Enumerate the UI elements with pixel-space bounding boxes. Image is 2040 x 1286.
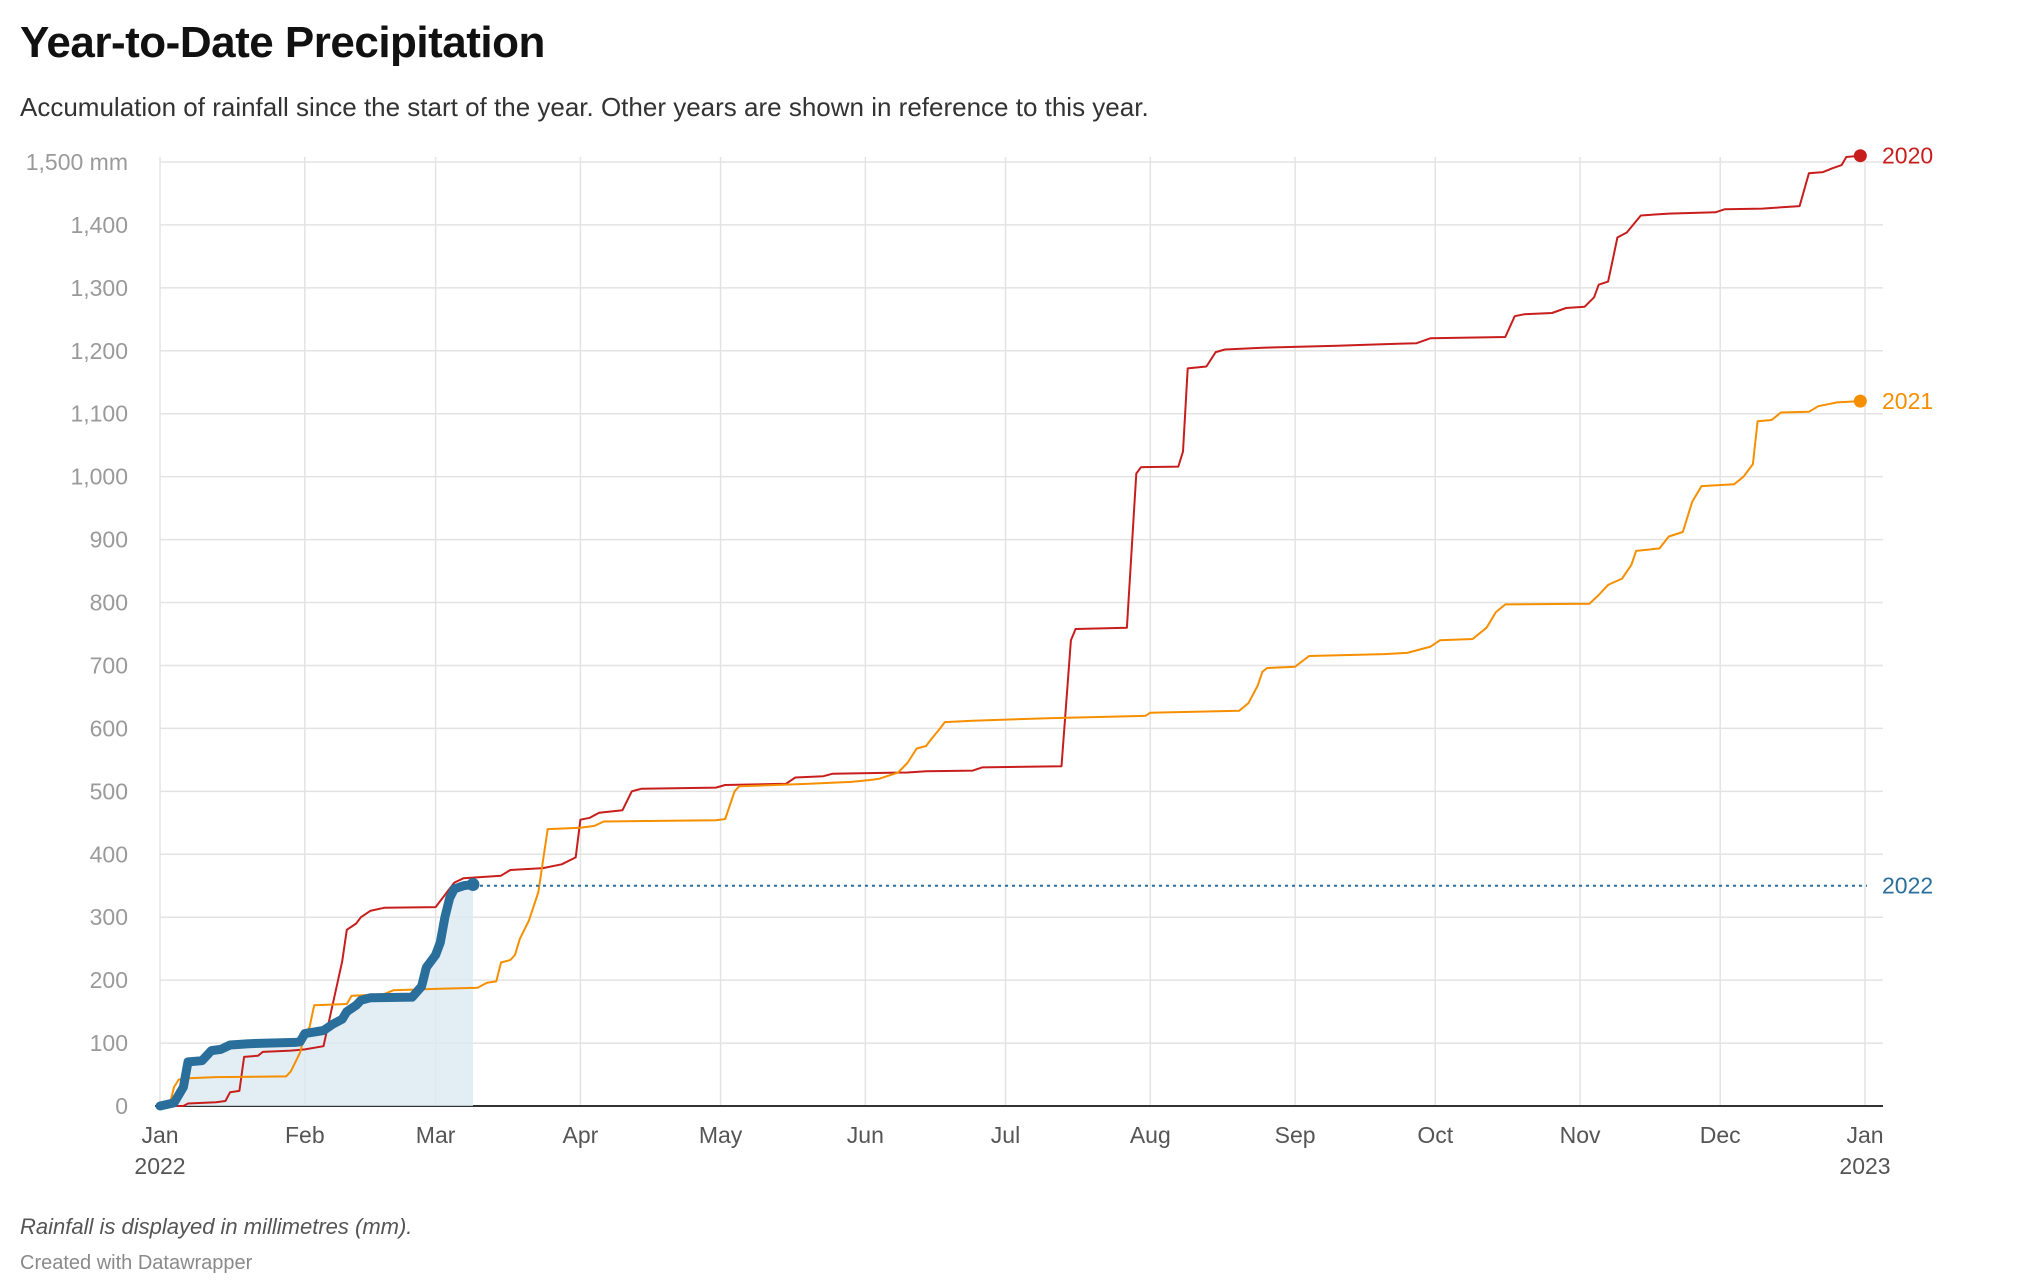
chart-footnote: Rainfall is displayed in millimetres (mm… <box>20 1214 413 1239</box>
y-tick-label: 0 <box>115 1093 128 1119</box>
y-tick-label: 1,000 <box>70 464 128 490</box>
label-layer: 0 100 200 300 400 500 600 700 800 900 1,000 1,100 1,… <box>26 143 1933 1179</box>
y-tick-label: 1,400 <box>70 212 128 238</box>
x-tick-label: Apr <box>563 1122 599 1148</box>
x-tick-label: Jan <box>141 1122 178 1148</box>
y-tick-label: 200 <box>90 967 128 993</box>
series-2020-end-label: 2020 <box>1882 143 1933 169</box>
x-tick-label: Aug <box>1130 1122 1171 1148</box>
x-tick-label: Oct <box>1417 1122 1453 1148</box>
y-tick-label: 600 <box>90 715 128 741</box>
y-tick-label: 1,500 mm <box>26 149 128 175</box>
chart-credit: Created with Datawrapper <box>20 1252 253 1274</box>
x-tick-year-label: 2022 <box>134 1153 185 1179</box>
y-tick-label: 1,200 <box>70 338 128 364</box>
x-tick-label: Sep <box>1275 1122 1316 1148</box>
series-2021-end-label: 2021 <box>1882 388 1933 414</box>
series-2020-end-dot <box>1853 149 1867 163</box>
y-tick-label: 1,300 <box>70 275 128 301</box>
y-tick-label: 900 <box>90 527 128 553</box>
y-tick-label: 700 <box>90 652 128 678</box>
line-layer <box>155 149 1867 1111</box>
chart-subtitle: Accumulation of rainfall since the start… <box>20 92 1149 122</box>
y-tick-label: 800 <box>90 590 128 616</box>
y-tick-label: 1,100 <box>70 401 128 427</box>
grid-layer <box>155 157 1883 1107</box>
y-tick-label: 100 <box>90 1030 128 1056</box>
series-2022-end-dot <box>466 877 480 891</box>
series-2022-end-label: 2022 <box>1882 873 1933 899</box>
x-tick-label: May <box>699 1122 743 1148</box>
series-2022-line <box>155 880 478 1111</box>
series-2021-end-dot <box>1853 394 1867 408</box>
y-tick-label: 400 <box>90 841 128 867</box>
x-tick-label: Nov <box>1560 1122 1601 1148</box>
x-tick-label: Feb <box>285 1122 325 1148</box>
series-2020-line <box>160 154 1861 1107</box>
y-tick-label: 500 <box>90 778 128 804</box>
area-layer <box>160 884 473 1106</box>
x-tick-label: Jan <box>1846 1122 1883 1148</box>
x-tick-label: Jul <box>991 1122 1020 1148</box>
x-tick-label: Jun <box>847 1122 884 1148</box>
series-2021-line <box>160 400 1861 1107</box>
x-tick-year-label: 2023 <box>1839 1153 1890 1179</box>
x-tick-label: Mar <box>416 1122 456 1148</box>
x-tick-label: Dec <box>1700 1122 1741 1148</box>
y-tick-label: 300 <box>90 904 128 930</box>
chart-title: Year-to-Date Precipitation <box>20 18 545 67</box>
series-2022-area <box>160 884 473 1106</box>
precipitation-chart: 0 100 200 300 400 500 600 700 800 900 1,000 1,100 1,… <box>26 143 1933 1179</box>
